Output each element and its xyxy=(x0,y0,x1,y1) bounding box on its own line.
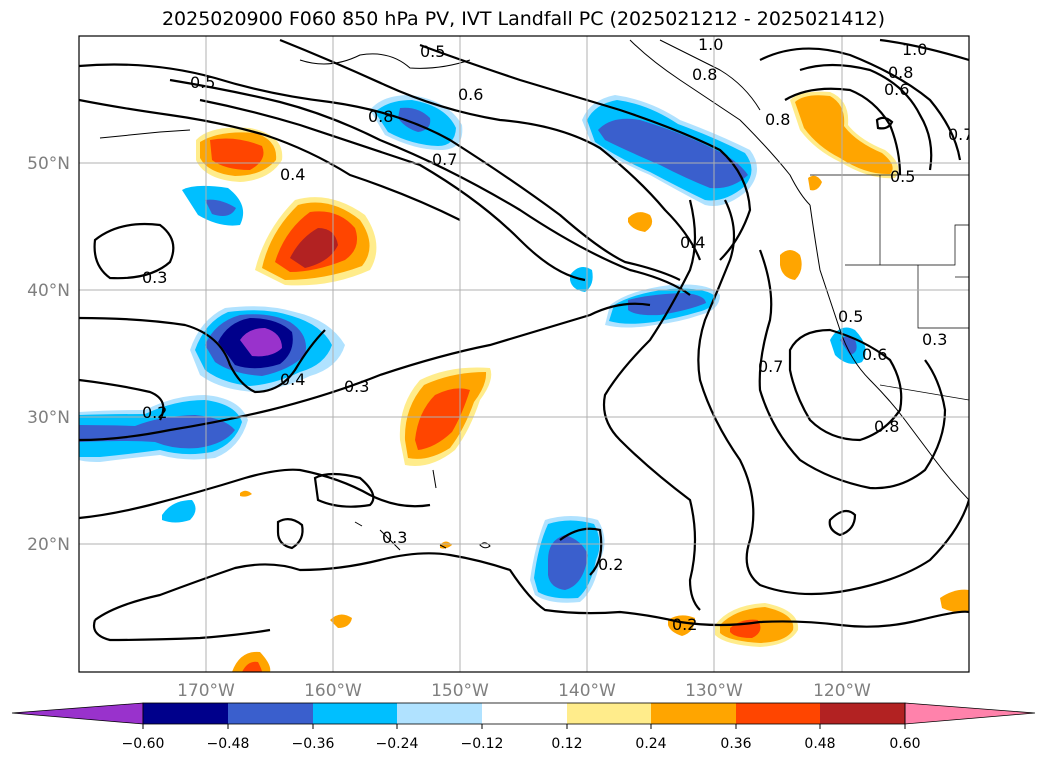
colorbar-bin xyxy=(567,703,651,724)
contour-label: 0.8 xyxy=(692,65,717,84)
shaded-anomalies xyxy=(79,91,969,672)
contour-label: 0.4 xyxy=(680,233,705,252)
colorbar-tick-label: 0.12 xyxy=(551,736,582,752)
lat-label: 20°N xyxy=(27,535,70,555)
colorbar-tick-label: 0.60 xyxy=(889,736,920,752)
colorbar-tick-label: 0.48 xyxy=(804,736,835,752)
contour-label: 0.6 xyxy=(862,345,887,364)
contour-label: 0.4 xyxy=(280,370,305,389)
map-area: 0.5 0.5 0.6 0.8 0.7 0.4 0.3 0.4 0.3 0.2 … xyxy=(79,35,973,672)
contour-label: 0.8 xyxy=(888,63,913,82)
lon-label: 130°W xyxy=(685,681,743,701)
borders xyxy=(810,174,969,401)
lon-label: 160°W xyxy=(304,681,362,701)
contour-label: 0.7 xyxy=(432,150,457,169)
contour-label: 0.3 xyxy=(344,377,369,396)
contour-label: 1.0 xyxy=(698,35,723,54)
colorbar-bin xyxy=(820,703,905,724)
colorbar-max-extend xyxy=(904,702,1036,725)
longitude-labels: 170°W 160°W 150°W 140°W 130°W 120°W xyxy=(177,681,871,701)
contour-label: 0.5 xyxy=(890,167,915,186)
contour-label: 0.5 xyxy=(420,42,445,61)
contour-labels: 0.5 0.5 0.6 0.8 0.7 0.4 0.3 0.4 0.3 0.2 … xyxy=(142,35,973,634)
gridlines xyxy=(79,36,969,672)
contour-label: 0.2 xyxy=(598,555,623,574)
contour-label: 0.3 xyxy=(142,268,167,287)
lat-label: 40°N xyxy=(27,281,70,301)
contour-label: 0.3 xyxy=(382,528,407,547)
lon-label: 140°W xyxy=(558,681,616,701)
colorbar-bin xyxy=(143,703,228,724)
map-frame xyxy=(78,35,970,673)
colorbar-tick-label: −0.36 xyxy=(292,736,335,752)
coastlines xyxy=(99,39,969,551)
colorbar-tick-label: −0.12 xyxy=(461,736,504,752)
lon-label: 170°W xyxy=(177,681,235,701)
contour-label: 0.6 xyxy=(884,80,909,99)
colorbar-tick-label: 0.36 xyxy=(720,736,751,752)
contour-label: 0.5 xyxy=(190,73,215,92)
colorbar-bin xyxy=(651,703,736,724)
lon-label: 150°W xyxy=(431,681,489,701)
colorbar-bin xyxy=(313,703,397,724)
map-title: 2025020900 F060 850 hPa PV, IVT Landfall… xyxy=(161,8,886,30)
colorbar-tick-label: 0.24 xyxy=(635,736,666,752)
contour-label: 0.2 xyxy=(672,615,697,634)
contour-label: 0.6 xyxy=(458,85,483,104)
contour-label: 0.8 xyxy=(368,107,393,126)
colorbar-tick-label: −0.24 xyxy=(376,736,419,752)
contour-label: 0.5 xyxy=(838,307,863,326)
contour-label: 0.7 xyxy=(758,357,783,376)
colorbar-tick-label: −0.60 xyxy=(122,736,165,752)
contour-label: 0.8 xyxy=(765,110,790,129)
lat-label: 50°N xyxy=(27,154,70,174)
contour-label: 0.4 xyxy=(280,165,305,184)
colorbar-bin xyxy=(482,703,567,724)
contour-label: 0.2 xyxy=(142,403,167,422)
colorbar-bin xyxy=(228,703,313,724)
colorbar-bin xyxy=(736,703,820,724)
contour-label: 0.8 xyxy=(874,417,899,436)
lat-label: 30°N xyxy=(27,408,70,428)
lon-label: 120°W xyxy=(813,681,871,701)
contour-label: 0.7 xyxy=(948,125,973,144)
colorbar-bin xyxy=(397,703,482,724)
colorbar-tick-label: −0.48 xyxy=(207,736,250,752)
contour-label: 1.0 xyxy=(902,40,927,59)
contour-label: 0.3 xyxy=(922,330,947,349)
latitude-labels: 20°N 30°N 40°N 50°N xyxy=(27,154,70,555)
colorbar-min-extend xyxy=(11,702,144,725)
colorbar: −0.60 −0.48 −0.36 −0.24 −0.12 0.12 0.24 … xyxy=(11,702,1036,752)
